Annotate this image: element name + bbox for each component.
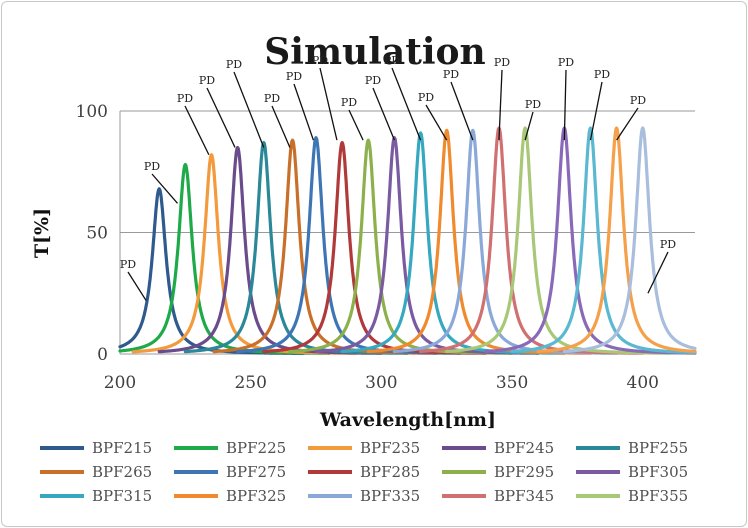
legend-label: BPF305	[628, 463, 688, 481]
annotation-label: PD	[177, 92, 193, 105]
legend-label: BPF295	[494, 463, 554, 481]
annotation-label: PD	[384, 54, 400, 67]
annotation-label: PD	[199, 74, 215, 87]
annotation-leader-line	[206, 87, 236, 148]
annotation-label: PD	[264, 92, 280, 105]
legend-entry: BPF345	[442, 487, 554, 505]
annotation-label: PD	[312, 54, 328, 67]
annotation-leader-line	[391, 67, 422, 141]
legend-entry: BPF255	[576, 439, 688, 457]
legend-entry: BPF285	[308, 463, 420, 481]
legend-entry: BPF245	[442, 439, 554, 457]
series-curve-390	[536, 126, 697, 354]
legend-entry: BPF315	[40, 487, 152, 505]
annotation-label: PD	[418, 91, 434, 104]
x-tick-labels: 200 250 300 350 400	[104, 373, 659, 393]
x-axis-label: Wavelength[nm]	[319, 409, 496, 431]
annotation-leader-line	[589, 81, 603, 141]
annotation-leader-line	[450, 81, 474, 141]
legend-label: BPF275	[226, 463, 286, 481]
annotation-label: PD	[226, 58, 242, 71]
annotation-label: PD	[660, 238, 676, 251]
annotation-leader-line	[372, 87, 396, 141]
annotation-leader-line	[616, 107, 639, 141]
legend-label: BPF325	[226, 487, 286, 505]
annotation-label: PD	[443, 68, 459, 81]
x-tick-label: 350	[496, 373, 528, 393]
annotation-label: PD	[494, 56, 510, 69]
y-axis-label: T[%]	[31, 208, 53, 258]
legend-entry: BPF295	[442, 463, 554, 481]
legend-entry: BPF215	[40, 439, 152, 457]
legend-entry: BPF335	[308, 487, 420, 505]
x-tick-label: 200	[104, 373, 136, 393]
legend-entry: BPF355	[576, 487, 688, 505]
legend-label: BPF235	[360, 439, 420, 457]
annotation-leader-line	[271, 105, 291, 148]
legend-label: BPF215	[92, 439, 152, 457]
annotation-leader-line	[647, 251, 669, 294]
annotation-leader-line	[184, 105, 210, 156]
legend-label: BPF315	[92, 487, 152, 505]
annotation-leader-line	[498, 69, 503, 141]
annotation-label: PD	[525, 98, 541, 111]
legend-entry: BPF235	[308, 439, 420, 457]
legend-entry: BPF325	[174, 487, 286, 505]
legend-label: BPF255	[628, 439, 688, 457]
legend-label: BPF245	[494, 439, 554, 457]
annotation-label: PD	[630, 94, 646, 107]
annotation-label: PD	[286, 70, 302, 83]
annotation-leader-line	[293, 83, 315, 141]
x-tick-label: 400	[627, 373, 659, 393]
x-tick-label: 250	[234, 373, 266, 393]
legend-entry: BPF225	[174, 439, 286, 457]
annotation-leader-line	[319, 67, 338, 141]
y-tick-label: 0	[97, 345, 108, 365]
annotation-leader-line	[524, 111, 534, 141]
annotation-leader-line	[425, 104, 448, 141]
annotation-leader-line	[563, 69, 567, 141]
legend-entry: BPF265	[40, 463, 152, 481]
series-curve-400	[562, 126, 697, 354]
annotation-label: PD	[365, 74, 381, 87]
annotation-leader-line	[151, 173, 178, 204]
legend-label: BPF345	[494, 487, 554, 505]
y-tick-label: 100	[76, 102, 108, 122]
y-tick-label: 50	[86, 224, 108, 244]
annotation-label: PD	[594, 68, 610, 81]
x-tick-label: 300	[365, 373, 397, 393]
legend-label: BPF265	[92, 463, 152, 481]
chart-title: Simulation	[264, 31, 485, 73]
legend-label: BPF225	[226, 439, 286, 457]
legend: BPF215 BPF225 BPF235 BPF245 BPF255 BPF265 BPF2…	[40, 439, 688, 505]
legend-entry: BPF305	[576, 463, 688, 481]
legend-label: BPF285	[360, 463, 420, 481]
annotation-leader-line	[127, 271, 147, 301]
annotation-label: PD	[120, 258, 136, 271]
annotation-leader-line	[348, 109, 364, 141]
y-tick-labels: 0 50 100	[76, 102, 108, 365]
annotation-label: PD	[558, 56, 574, 69]
legend-label: BPF335	[360, 487, 420, 505]
legend-entry: BPF275	[174, 463, 286, 481]
annotation-label: PD	[341, 96, 357, 109]
legend-label: BPF355	[628, 487, 688, 505]
plot-area	[118, 126, 697, 355]
annotation-leader-line	[233, 71, 265, 148]
annotation-label: PD	[144, 160, 160, 173]
